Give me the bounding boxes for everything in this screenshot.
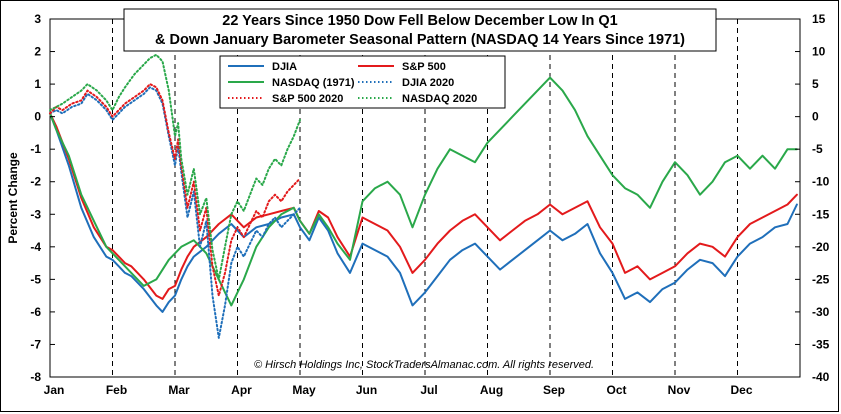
legend-label: S&P 500 xyxy=(402,61,446,73)
y2-tick-label: 10 xyxy=(812,45,826,59)
x-tick-label: Jun xyxy=(356,383,377,397)
y2-tick-label: -20 xyxy=(812,240,830,254)
x-tick-label: Mar xyxy=(168,383,190,397)
right-y-axis: 15 10 5 0 -5 -10 -15 -20 -25 -30 -35 -40 xyxy=(795,12,830,384)
y2-tick-label: 0 xyxy=(812,110,819,124)
legend-label: NASDAQ (1971) xyxy=(272,77,355,89)
x-tick-label: May xyxy=(292,383,316,397)
y-tick-label: -5 xyxy=(30,272,41,286)
y-tick-label: 2 xyxy=(34,45,41,59)
y-tick-label: 3 xyxy=(34,12,41,26)
y-tick-label: -2 xyxy=(30,175,41,189)
x-gridlines xyxy=(112,19,738,377)
legend: DJIA S&P 500 NASDAQ (1971) DJIA 2020 S&P 500… xyxy=(219,55,506,109)
series-line-s-p-500 xyxy=(49,112,798,300)
legend-label: DJIA xyxy=(272,61,297,73)
x-tick-label: Dec xyxy=(730,383,752,397)
y2-tick-label: -35 xyxy=(812,337,830,351)
y-tick-label: -1 xyxy=(30,142,41,156)
x-tick-label: Jul xyxy=(420,383,437,397)
series-line-s-p-500-2020 xyxy=(49,83,301,297)
x-tick-label: Sep xyxy=(543,383,565,397)
y-tick-label: -8 xyxy=(30,370,41,384)
y-tick-label: -7 xyxy=(30,337,41,351)
copyright-note: © Hirsch Holdings Inc, StockTradersAlman… xyxy=(254,359,594,371)
x-tick-label: Nov xyxy=(668,383,691,397)
legend-label: NASDAQ 2020 xyxy=(402,93,477,105)
y2-tick-label: -30 xyxy=(812,305,830,319)
x-axis: Jan Feb Mar Apr May Jun Jul Aug Sep Oct Nov Dec xyxy=(44,383,753,397)
series-line-nasdaq-2020 xyxy=(49,53,301,281)
y2-tick-label: -40 xyxy=(812,370,830,384)
x-tick-label: Oct xyxy=(606,383,626,397)
y2-tick-label: -5 xyxy=(812,142,823,156)
y2-tick-label: -15 xyxy=(812,207,830,221)
x-tick-label: Aug xyxy=(480,383,503,397)
series-layer xyxy=(49,53,798,339)
y-axis-title: Percent Change xyxy=(6,152,20,244)
y-tick-label: 1 xyxy=(34,77,41,91)
y-tick-label: -6 xyxy=(30,305,41,319)
y2-tick-label: 15 xyxy=(812,12,826,26)
y2-tick-label: -25 xyxy=(812,272,830,286)
chart-title-line-1: 22 Years Since 1950 Dow Fell Below Decem… xyxy=(222,13,617,29)
y2-tick-label: -10 xyxy=(812,175,830,189)
y-tick-label: -4 xyxy=(30,240,41,254)
chart-title-line-2: & Down January Barometer Seasonal Patter… xyxy=(155,32,685,48)
series-line-djia xyxy=(49,112,798,313)
y-tick-label: 0 xyxy=(34,110,41,124)
x-tick-label: Apr xyxy=(231,383,252,397)
legend-label: DJIA 2020 xyxy=(402,77,454,89)
y-tick-label: -3 xyxy=(30,207,41,221)
x-tick-label: Feb xyxy=(106,383,127,397)
x-tick-label: Jan xyxy=(44,383,65,397)
title-box xyxy=(123,8,717,52)
series-line-nasdaq-1971 xyxy=(49,76,798,307)
legend-label: S&P 500 2020 xyxy=(272,93,343,105)
left-y-axis: 3 2 1 0 -1 -2 -3 -4 -5 -6 -7 -8 xyxy=(30,12,55,384)
y2-tick-label: 5 xyxy=(812,77,819,91)
